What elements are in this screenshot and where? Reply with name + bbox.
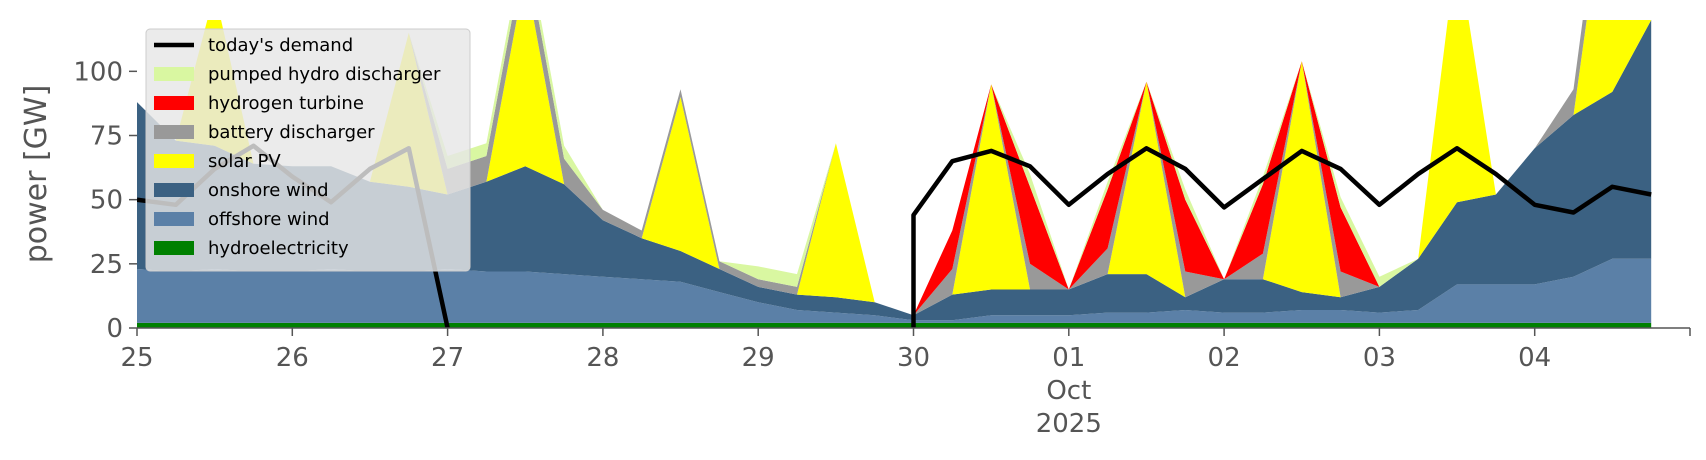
legend-swatch-offshore-wind <box>154 212 194 226</box>
legend-label-hydrogen-turbine: hydrogen turbine <box>208 93 364 114</box>
legend-label-offshore-wind: offshore wind <box>208 209 330 230</box>
legend-label-pumped-hydro-discharger: pumped hydro discharger <box>208 64 441 85</box>
x-tick-label: 04 <box>1518 343 1551 373</box>
x-tick-label: 03 <box>1363 343 1396 373</box>
y-tick-label: 50 <box>90 186 123 216</box>
x-tick-label: 26 <box>276 343 309 373</box>
x-month-label: Oct <box>1046 376 1091 406</box>
legend-swatch-battery-discharger <box>154 125 194 139</box>
x-tick-label: 27 <box>431 343 464 373</box>
y-tick-label: 100 <box>73 57 123 87</box>
x-tick-label: 28 <box>586 343 619 373</box>
x-tick-label: 01 <box>1052 343 1085 373</box>
x-year-label: 2025 <box>1036 409 1102 439</box>
legend-label-hydroelectricity: hydroelectricity <box>208 238 349 259</box>
x-tick-label: 30 <box>897 343 930 373</box>
area-solar-pv <box>137 20 1652 316</box>
legend-swatch-hydrogen-turbine <box>154 96 194 110</box>
legend: today's demand pumped hydro discharger hyd… <box>145 28 471 272</box>
legend-swatch-pumped-hydro-discharger <box>154 67 194 81</box>
legend-swatch-solar-pv <box>154 154 194 168</box>
legend-label-battery-discharger: battery discharger <box>208 122 375 143</box>
legend-label-onshore-wind: onshore wind <box>208 180 329 201</box>
y-tick-label: 75 <box>90 122 123 152</box>
y-tick-label: 0 <box>106 314 123 344</box>
area-offshore-wind <box>137 258 1652 323</box>
legend-label-today-s-demand: today's demand <box>208 35 353 56</box>
legend-box <box>145 28 471 272</box>
legend-swatch-onshore-wind <box>154 183 194 197</box>
x-tick-label: 25 <box>120 343 153 373</box>
legend-swatch-hydroelectricity <box>154 241 194 255</box>
stacked-areas <box>137 20 1652 328</box>
area-hydroelectricity <box>137 322 1652 328</box>
x-tick-label: 29 <box>742 343 775 373</box>
y-tick-label: 25 <box>90 250 123 280</box>
legend-label-solar-pv: solar PV <box>208 151 281 172</box>
x-tick-label: 02 <box>1208 343 1241 373</box>
area-onshore-wind <box>137 20 1652 321</box>
y-axis-label: power [GW] <box>19 85 54 264</box>
